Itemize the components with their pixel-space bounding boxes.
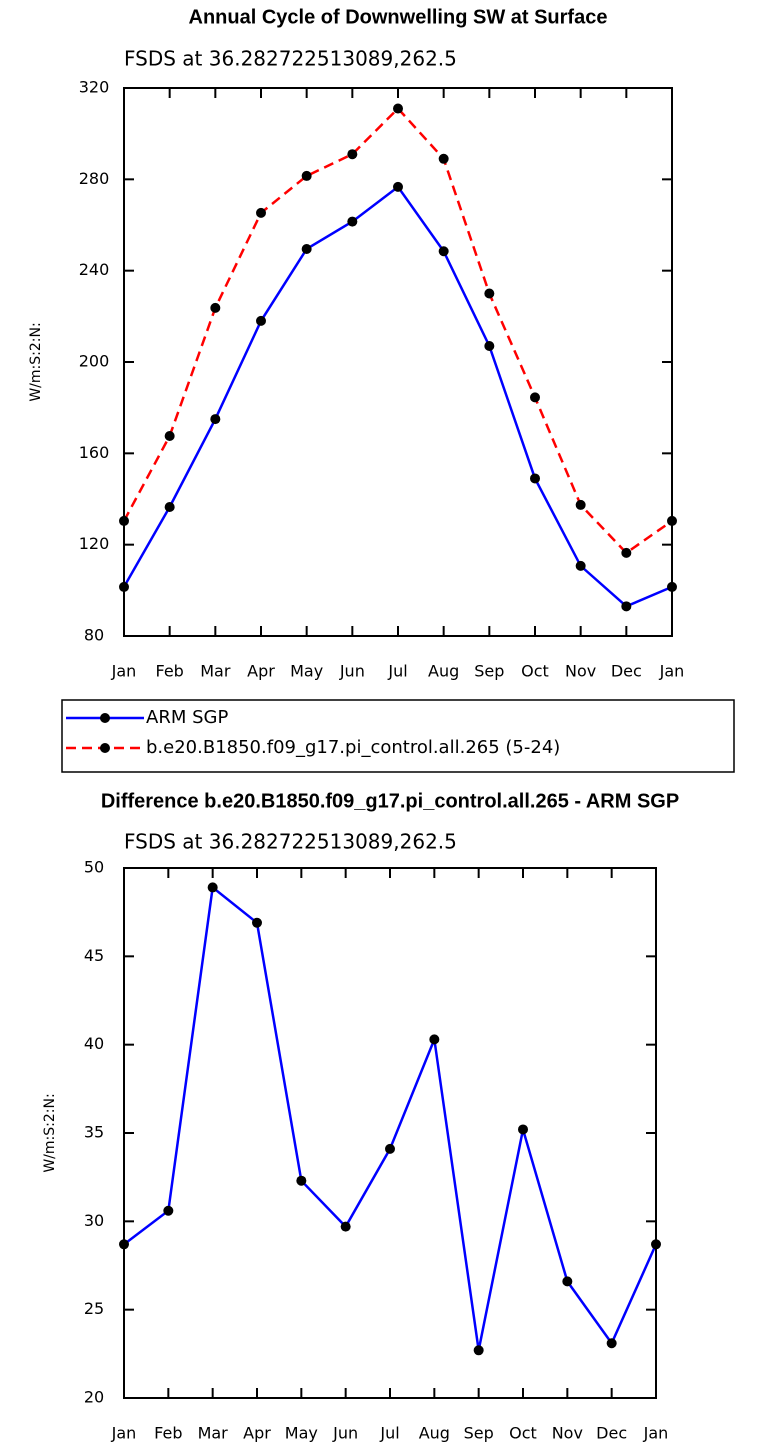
- data-point: [667, 515, 677, 526]
- data-point: [606, 1338, 617, 1349]
- data-point: [562, 1276, 573, 1287]
- data-point: [296, 1175, 307, 1186]
- data-point: [207, 882, 218, 893]
- plot-frame: [123, 87, 673, 637]
- y-tick-label: 30: [84, 1211, 104, 1230]
- data-point: [301, 170, 312, 181]
- x-tick-label: May: [285, 1424, 318, 1443]
- data-point: [119, 581, 129, 592]
- x-tick-label: Sep: [474, 662, 504, 681]
- x-tick-label: Oct: [509, 1424, 537, 1443]
- y-axis-label: W/m:S:2:N:: [28, 322, 44, 401]
- x-tick-label: Feb: [154, 1424, 182, 1443]
- x-tick-label: Jan: [659, 662, 685, 681]
- data-point: [347, 149, 358, 160]
- data-point: [651, 1239, 661, 1250]
- data-point: [347, 216, 358, 227]
- series-line: [123, 885, 658, 1351]
- chart-subtitle: FSDS at 36.282722513089,262.5: [124, 47, 457, 71]
- data-point: [393, 103, 403, 114]
- data-point: [484, 288, 495, 299]
- y-tick-label: 320: [79, 78, 110, 97]
- data-point: [429, 1034, 440, 1045]
- legend-label: ARM SGP: [146, 707, 228, 728]
- y-tick-label: 35: [84, 1123, 104, 1142]
- data-point: [438, 153, 449, 164]
- chart-subtitle: FSDS at 36.282722513089,262.5: [124, 830, 457, 854]
- y-tick-label: 200: [79, 352, 110, 371]
- data-point: [385, 1143, 395, 1154]
- data-point: [119, 515, 129, 526]
- x-tick-label: Aug: [419, 1424, 450, 1443]
- y-tick-label: 80: [84, 626, 104, 645]
- data-point: [119, 1239, 129, 1250]
- x-tick-label: Apr: [247, 662, 275, 681]
- x-tick-label: May: [290, 662, 323, 681]
- x-tick-label: Sep: [464, 1424, 494, 1443]
- x-tick-label: Jan: [111, 662, 137, 681]
- x-tick-label: Mar: [200, 662, 231, 681]
- data-point: [621, 601, 632, 612]
- y-tick-label: 120: [79, 534, 110, 553]
- data-point: [530, 392, 540, 403]
- y-tick-label: 280: [79, 169, 110, 188]
- x-tick-label: Nov: [565, 662, 596, 681]
- data-point: [164, 430, 175, 441]
- series-line: [122, 185, 673, 608]
- chart-title: Difference b.e20.B1850.f09_g17.pi_contro…: [101, 790, 679, 812]
- data-point: [575, 560, 586, 571]
- x-tick-label: Jan: [643, 1424, 669, 1443]
- data-point: [575, 499, 586, 510]
- legend-marker: [100, 743, 110, 753]
- y-tick-label: 40: [84, 1034, 104, 1053]
- data-point: [484, 341, 495, 352]
- data-point: [163, 1205, 174, 1216]
- x-tick-label: Oct: [521, 662, 549, 681]
- y-tick-label: 20: [84, 1388, 104, 1407]
- data-point: [473, 1345, 484, 1356]
- data-point: [210, 302, 221, 313]
- data-point: [301, 243, 312, 254]
- series-line: [122, 106, 673, 555]
- data-point: [210, 414, 221, 425]
- legend-marker: [100, 713, 110, 723]
- x-tick-label: Feb: [156, 662, 184, 681]
- data-point: [256, 315, 266, 326]
- data-point: [256, 207, 266, 218]
- data-point: [164, 501, 175, 512]
- x-tick-label: Apr: [243, 1424, 271, 1443]
- data-point: [518, 1124, 528, 1135]
- y-axis-label: W/m:S:2:N:: [42, 1093, 58, 1172]
- x-tick-label: Dec: [596, 1424, 627, 1443]
- y-tick-label: 50: [84, 858, 104, 877]
- x-tick-label: Jun: [339, 662, 365, 681]
- data-point: [667, 581, 677, 592]
- data-point: [530, 473, 540, 484]
- x-tick-label: Jan: [111, 1424, 137, 1443]
- legend-box: [61, 699, 735, 773]
- y-tick-label: 45: [84, 946, 104, 965]
- x-tick-label: Mar: [198, 1424, 229, 1443]
- data-point: [438, 246, 449, 257]
- data-point: [393, 181, 403, 192]
- x-tick-label: Jun: [332, 1424, 358, 1443]
- x-tick-label: Aug: [428, 662, 459, 681]
- x-tick-label: Jul: [379, 1424, 399, 1443]
- data-point: [252, 917, 262, 928]
- x-tick-label: Dec: [611, 662, 642, 681]
- legend-label: b.e20.B1850.f09_g17.pi_control.all.265 (…: [146, 737, 560, 758]
- y-tick-label: 240: [79, 260, 110, 279]
- y-tick-label: 25: [84, 1299, 104, 1318]
- x-tick-label: Jul: [387, 662, 407, 681]
- y-tick-label: 160: [79, 443, 110, 462]
- x-tick-label: Nov: [552, 1424, 583, 1443]
- data-point: [340, 1221, 351, 1232]
- plot-frame: [123, 867, 657, 1399]
- chart-title: Annual Cycle of Downwelling SW at Surfac…: [189, 6, 608, 28]
- data-point: [621, 547, 632, 558]
